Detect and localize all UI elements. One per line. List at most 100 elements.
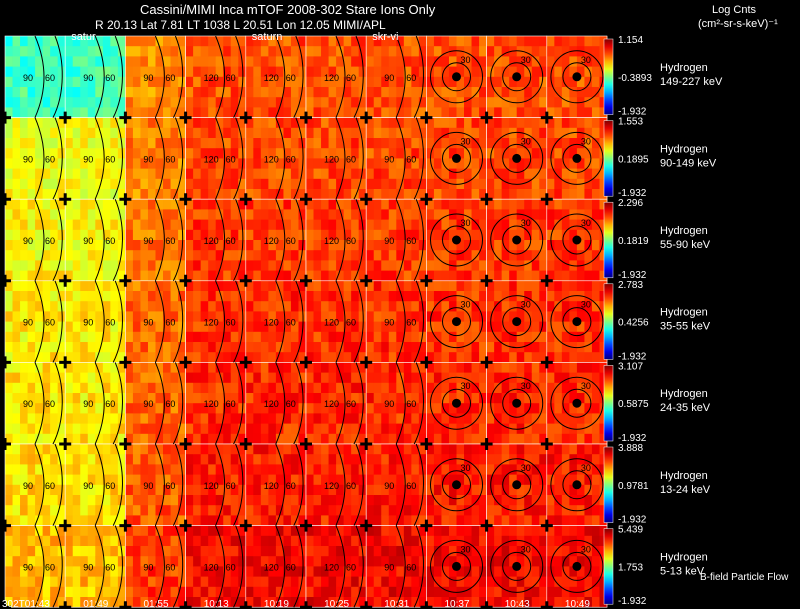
flux-cell (441, 189, 450, 200)
flux-cell (403, 576, 412, 588)
flux-cell (125, 525, 134, 537)
flux-cell (584, 464, 593, 475)
flux-cell (471, 535, 480, 547)
flux-cell (170, 107, 179, 118)
flux-cell (12, 403, 21, 414)
flux-cell (238, 178, 247, 190)
flux-cell (539, 382, 548, 394)
flux-cell (132, 495, 141, 506)
flux-cell (80, 229, 89, 241)
flux-cell (524, 321, 533, 333)
flux-cell (546, 444, 555, 455)
flux-cell (381, 546, 390, 557)
flux-cell (328, 444, 337, 455)
flux-cell (5, 127, 13, 139)
flux-cell (200, 250, 209, 261)
flux-cell (140, 331, 149, 343)
flux-cell (87, 199, 96, 210)
flux-cell (42, 403, 51, 414)
pitch-contour (112, 117, 123, 200)
flux-cell (290, 576, 299, 588)
flux-cell (193, 444, 202, 455)
flux-cell (396, 586, 405, 598)
flux-cell (479, 566, 488, 577)
flux-cell (441, 260, 450, 271)
flux-cell (336, 362, 345, 373)
contour-label: 120 (324, 481, 339, 491)
flux-cell (351, 260, 360, 271)
flux-cell (27, 117, 36, 129)
flux-cell (448, 76, 457, 88)
flux-cell (479, 97, 488, 108)
flux-cell (27, 76, 36, 88)
flux-cell (546, 260, 555, 271)
flux-cell (42, 556, 51, 567)
flux-cell (283, 331, 292, 343)
flux-cell (561, 280, 570, 292)
flux-cell (200, 189, 209, 200)
flux-cell (554, 464, 563, 475)
flux-cell (163, 331, 171, 343)
flux-cell (426, 586, 435, 598)
flux-cell (509, 117, 518, 129)
flux-cell (87, 515, 96, 526)
flux-cell (102, 127, 111, 139)
flux-cell (516, 484, 525, 496)
flux-cell (147, 342, 156, 353)
flux-cell (464, 148, 472, 159)
flux-cell (245, 586, 254, 598)
flux-cell (433, 240, 442, 251)
flux-cell (433, 219, 442, 231)
flux-cell (35, 535, 44, 547)
flux-cell (471, 403, 480, 414)
flux-cell (471, 362, 480, 373)
flux-cell (561, 342, 570, 353)
flux-cell (238, 372, 247, 384)
flux-cell (486, 495, 495, 506)
flux-cell (65, 413, 74, 424)
flux-cell (561, 597, 570, 608)
pitch-contour (490, 458, 544, 512)
flux-cell (223, 189, 232, 200)
flux-cell (27, 515, 36, 526)
flux-cell (290, 229, 299, 241)
flux-cell (110, 117, 119, 129)
saturn-marker (452, 72, 461, 82)
pitch-contour (562, 225, 592, 255)
flux-cell (531, 199, 540, 210)
flux-cell (5, 291, 13, 302)
flux-cell (110, 209, 119, 220)
flux-cell (245, 321, 254, 333)
flux-cell (253, 535, 262, 547)
pitch-contour (442, 143, 471, 173)
flux-cell (516, 148, 525, 159)
flux-cell (343, 535, 352, 547)
flux-cell (200, 56, 209, 67)
flux-cell (516, 331, 525, 343)
flux-cell (313, 66, 322, 78)
flux-cell (554, 178, 563, 190)
flux-cell (35, 76, 44, 88)
colorbar-mid: 0.5875 (618, 399, 649, 410)
flux-cell (576, 362, 585, 373)
flux-cell (524, 178, 533, 190)
flux-cell (456, 546, 465, 557)
flux-cell (283, 36, 292, 47)
flux-cell (155, 464, 164, 475)
flux-cell (351, 505, 360, 516)
flux-cell (253, 270, 262, 282)
flux-cell (185, 474, 194, 486)
flux-cell (42, 36, 51, 47)
flux-cell (313, 556, 322, 567)
flux-cell (65, 117, 74, 129)
frame-cross-marker (239, 356, 252, 369)
flux-cell (260, 280, 269, 292)
flux-cell (117, 87, 126, 98)
flux-cell (336, 464, 345, 475)
flux-cell (464, 525, 472, 537)
flux-cell (464, 546, 472, 557)
flux-cell (268, 46, 277, 57)
pitch-contour (442, 225, 471, 255)
flux-cell (110, 546, 119, 557)
flux-cell (5, 331, 13, 343)
